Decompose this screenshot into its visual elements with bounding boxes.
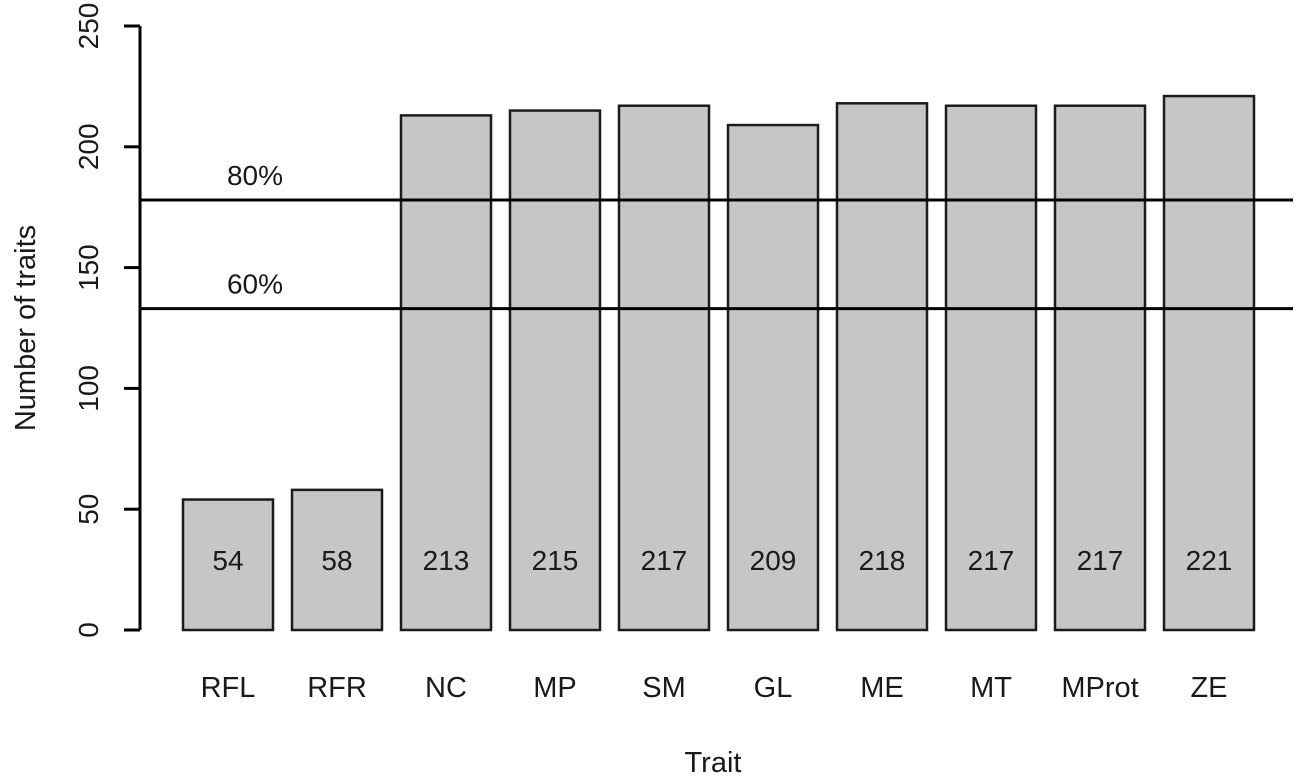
bar-value-label: 218 (859, 545, 906, 576)
y-tick-label: 250 (73, 3, 104, 50)
y-tick-label: 0 (73, 622, 104, 638)
x-tick-label: MT (970, 672, 1012, 704)
bar-value-label: 221 (1186, 545, 1233, 576)
y-tick-label: 150 (73, 244, 104, 291)
reference-line-label: 80% (227, 160, 283, 191)
bar (726, 123, 820, 632)
bar-value-label: 217 (968, 545, 1015, 576)
bar (1162, 94, 1256, 632)
x-tick-label: MProt (1061, 672, 1138, 704)
x-tick-label: RFR (307, 672, 367, 704)
x-tick-label: SM (642, 672, 686, 704)
x-tick-label: RFL (201, 672, 256, 704)
bar (835, 102, 929, 632)
bar (181, 498, 275, 632)
bar-value-label: 217 (641, 545, 688, 576)
y-tick-label: 200 (73, 123, 104, 170)
bar (944, 104, 1038, 632)
bar-value-label: 213 (423, 545, 470, 576)
bar (508, 109, 602, 632)
bar-value-label: 54 (212, 545, 243, 576)
bar-value-label: 217 (1077, 545, 1124, 576)
reference-line-label: 60% (227, 269, 283, 300)
chart-generated-layer: 54 RFL 58 RFR 213 NC 215 MP 217 SM 209 GL 218 ME 217 MT… (73, 3, 1293, 704)
x-tick-label: ZE (1190, 672, 1227, 704)
x-tick-label: ME (860, 672, 904, 704)
bar-value-label: 215 (532, 545, 579, 576)
bar (1053, 104, 1147, 632)
y-tick-label: 50 (73, 494, 104, 525)
y-axis-title: Number of traits (10, 225, 42, 431)
bar-value-label: 209 (750, 545, 797, 576)
x-tick-label: GL (754, 672, 793, 704)
bar (617, 104, 711, 632)
x-tick-label: NC (425, 672, 467, 704)
y-tick-label: 100 (73, 365, 104, 412)
x-axis-title: Trait (685, 747, 742, 777)
bar-value-label: 58 (321, 545, 352, 576)
x-tick-label: MP (533, 672, 577, 704)
bar (290, 488, 384, 632)
